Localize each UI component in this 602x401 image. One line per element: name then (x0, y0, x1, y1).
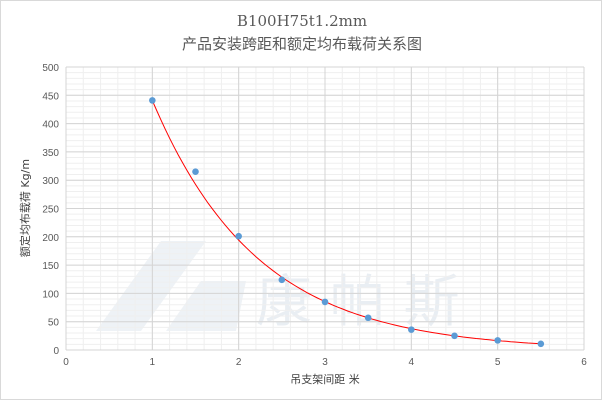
y-tick-label: 200 (42, 233, 59, 244)
data-point (192, 168, 199, 176)
data-point (278, 276, 286, 284)
y-tick-label: 150 (42, 261, 59, 272)
data-point (235, 232, 242, 240)
y-tick-label: 450 (42, 91, 59, 102)
data-point (408, 326, 415, 333)
y-tick-label: 300 (42, 176, 59, 187)
data-point (321, 298, 329, 306)
x-tick-label: 3 (322, 357, 328, 368)
y-axis-label: 额定均布载荷 Kg/m (18, 159, 32, 257)
y-tick-label: 400 (42, 120, 59, 131)
data-point (451, 332, 458, 340)
x-tick-label: 2 (236, 357, 242, 368)
watermark-logo: 康 帕 斯 (96, 241, 460, 335)
y-tick-label: 250 (42, 205, 59, 216)
x-tick-label: 4 (409, 357, 415, 368)
y-tick-label: 350 (42, 148, 59, 159)
chart-subtitle: 产品安装跨距和额定均布载荷关系图 (182, 35, 422, 53)
chart-title: B100H75t1.2mm (237, 12, 367, 30)
watermark-text: 康 帕 斯 (256, 270, 460, 335)
data-point (494, 337, 501, 344)
y-tick-label: 0 (53, 346, 59, 357)
x-tick-label: 0 (63, 357, 69, 368)
trendline (151, 100, 541, 345)
data-point (364, 314, 372, 322)
data-point (537, 340, 545, 348)
y-tick-label: 100 (42, 289, 59, 300)
x-tick-label: 6 (581, 357, 587, 368)
y-tick-label: 500 (42, 63, 59, 74)
x-tick-label: 5 (495, 357, 501, 368)
data-point (149, 97, 156, 104)
x-tick-label: 1 (150, 357, 156, 368)
y-tick-label: 50 (48, 318, 60, 329)
x-axis-label: 吊支架间距 米 (290, 373, 360, 386)
